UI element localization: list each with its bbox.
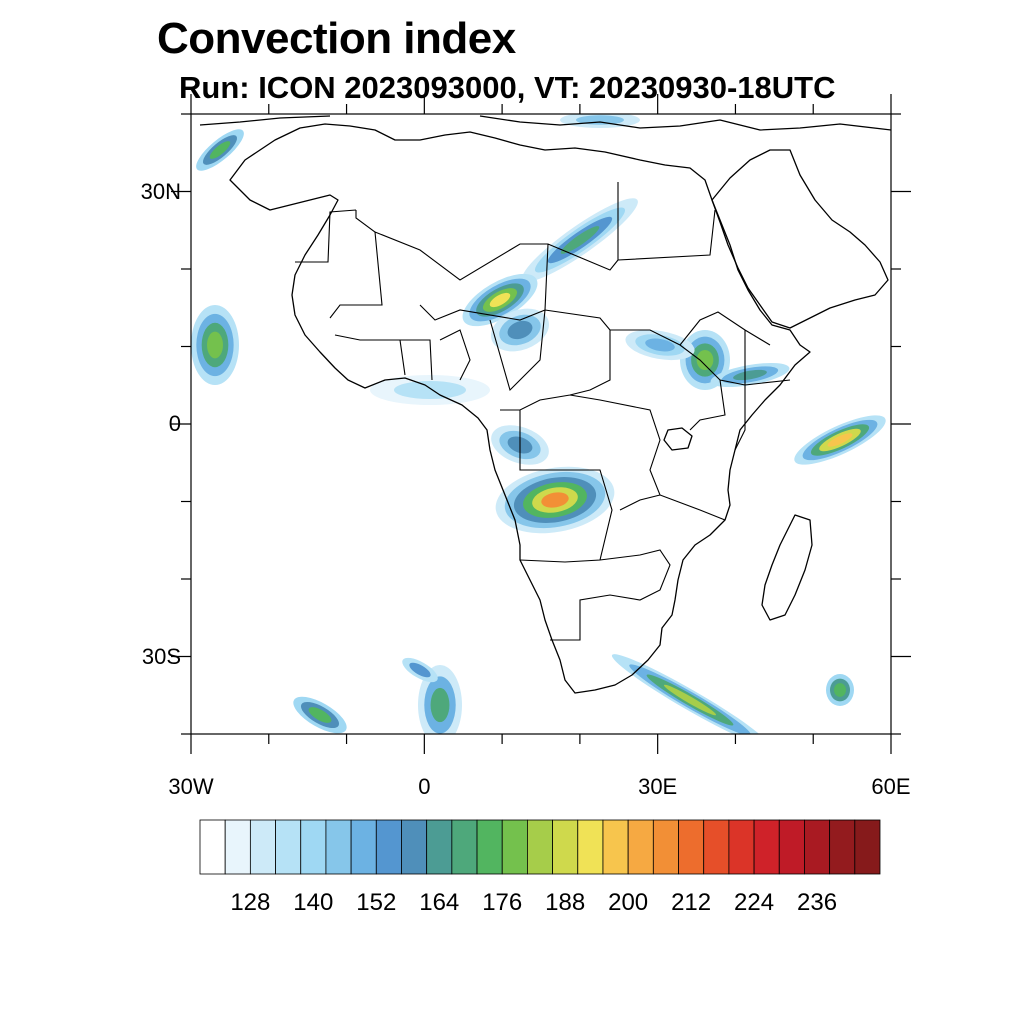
colorbar-box bbox=[275, 819, 302, 875]
colorbar-box bbox=[778, 819, 805, 875]
lat-label: 30N bbox=[140, 178, 181, 204]
colorbar-label: 236 bbox=[797, 889, 838, 916]
europe-coastline bbox=[199, 115, 891, 131]
colorbar-box bbox=[552, 819, 579, 875]
colorbar-label: 176 bbox=[482, 889, 523, 916]
colorbar-box bbox=[703, 819, 730, 875]
convection-area bbox=[733, 369, 767, 381]
convection-area bbox=[507, 320, 533, 340]
colorbar-box bbox=[426, 819, 453, 875]
lon-label: 60E bbox=[871, 774, 911, 799]
convection-area bbox=[209, 141, 231, 159]
country-borders bbox=[295, 182, 791, 641]
convection-area bbox=[207, 331, 223, 359]
convection-area bbox=[430, 687, 450, 723]
colorbar-box bbox=[375, 819, 402, 875]
lat-label: 0 bbox=[168, 411, 181, 436]
lake-victoria bbox=[663, 427, 693, 451]
colorbar-label: 140 bbox=[293, 889, 334, 916]
colorbar-box bbox=[300, 819, 327, 875]
arabia-coastline bbox=[711, 149, 889, 329]
convection-area bbox=[827, 433, 853, 447]
colorbar-box bbox=[501, 819, 528, 875]
colorbar-box bbox=[753, 819, 780, 875]
convection-area bbox=[560, 226, 600, 254]
colorbar-box bbox=[199, 819, 226, 875]
lat-label: 30S bbox=[141, 643, 181, 669]
colorbar-box bbox=[325, 819, 352, 875]
colorbar-label: 200 bbox=[608, 889, 649, 916]
africa-coastline bbox=[229, 123, 811, 694]
border-lines bbox=[295, 182, 791, 641]
colorbar-label: 152 bbox=[356, 889, 397, 916]
convection-area bbox=[489, 292, 511, 308]
convection-area bbox=[308, 707, 332, 723]
colorbar-boxes bbox=[199, 819, 881, 875]
colorbar-label: 224 bbox=[734, 889, 775, 916]
lon-label: 0 bbox=[418, 774, 431, 799]
colorbar-box bbox=[854, 819, 881, 875]
convection-area bbox=[663, 684, 717, 716]
chart-subtitle: Run: ICON 2023093000, VT: 20230930-18UTC bbox=[179, 70, 836, 105]
colorbar-box bbox=[249, 819, 276, 875]
coastlines bbox=[199, 115, 891, 694]
convection-area bbox=[394, 381, 466, 399]
colorbar-box bbox=[350, 819, 377, 875]
colorbar-box bbox=[451, 819, 478, 875]
convection-area bbox=[834, 683, 846, 697]
colorbar-label: 164 bbox=[419, 889, 460, 916]
colorbar-box bbox=[627, 819, 654, 875]
colorbar-box bbox=[678, 819, 705, 875]
convection-area bbox=[696, 350, 714, 370]
colorbar-box bbox=[652, 819, 679, 875]
convection-area bbox=[541, 492, 569, 508]
convection-area bbox=[645, 338, 675, 352]
colorbar-label: 212 bbox=[671, 889, 712, 916]
colorbar-label: 128 bbox=[230, 889, 271, 916]
colorbar-box bbox=[577, 819, 604, 875]
convection-area bbox=[409, 662, 431, 678]
madagascar-coastline bbox=[761, 514, 813, 621]
colorbar-box bbox=[728, 819, 755, 875]
colorbar-box bbox=[224, 819, 251, 875]
axis-ticks bbox=[171, 94, 911, 754]
convection-field bbox=[191, 114, 886, 734]
colorbar-box bbox=[401, 819, 428, 875]
colorbar-label: 188 bbox=[545, 889, 586, 916]
colorbar-box bbox=[804, 819, 831, 875]
chart-title: Convection index bbox=[157, 14, 516, 63]
lon-label: 30W bbox=[168, 774, 214, 799]
lon-label: 30E bbox=[638, 774, 678, 799]
colorbar-box bbox=[602, 819, 629, 875]
colorbar-box bbox=[527, 819, 553, 875]
colorbar-box bbox=[829, 819, 856, 875]
colorbar-box bbox=[476, 819, 503, 875]
